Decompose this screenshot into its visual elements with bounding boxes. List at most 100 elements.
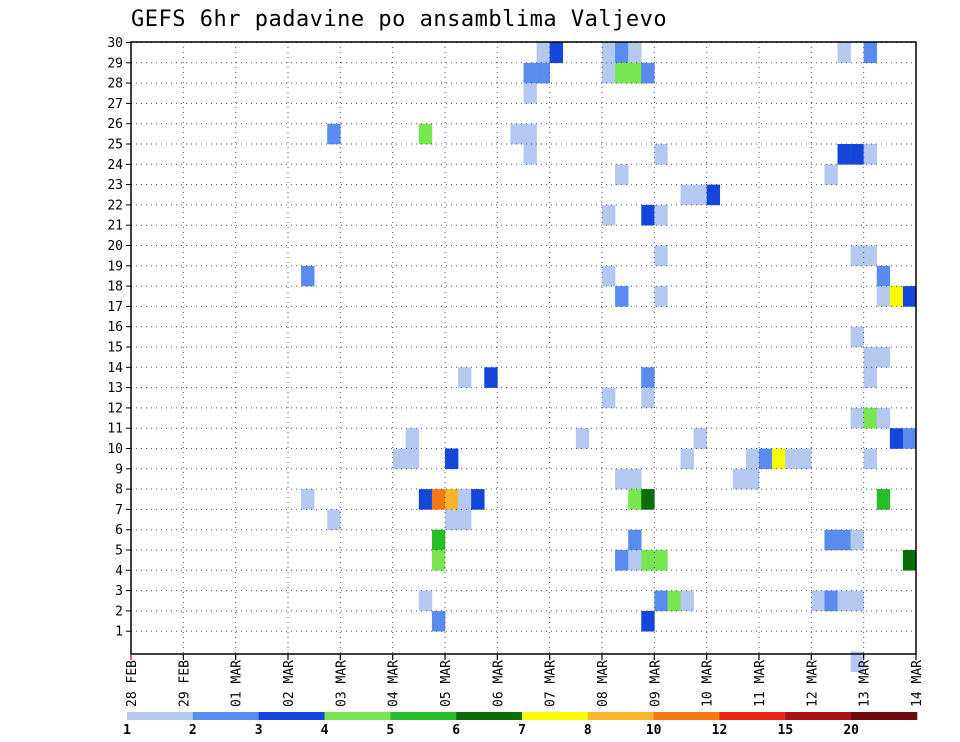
heatmap-cell [863, 144, 878, 165]
heatmap-cell [785, 448, 799, 470]
heatmap-cell [641, 387, 655, 409]
y-tick-label: 12 [107, 401, 123, 416]
y-tick-label: 11 [107, 422, 123, 437]
legend-label: 7 [518, 723, 526, 738]
heatmap-cell [523, 123, 537, 145]
heatmap-cell [628, 550, 642, 571]
heatmap-cell [602, 204, 616, 226]
heatmap-cell [628, 489, 642, 510]
heatmap-cell [641, 610, 655, 632]
heatmap-cell [667, 590, 681, 612]
legend-swatch [456, 712, 523, 720]
heatmap-cell [824, 590, 838, 612]
heatmap-cell [628, 42, 642, 64]
legend-swatch [324, 712, 391, 720]
legend-swatch [127, 712, 194, 720]
heatmap-cell [654, 144, 668, 165]
legend-label: 3 [255, 723, 263, 738]
chart-title: GEFS 6hr padavine po ansamblima Valjevo [131, 7, 667, 32]
heatmap-cell [850, 245, 864, 267]
heatmap-cell [523, 62, 537, 84]
legend-label: 10 [646, 723, 662, 738]
heatmap-cell [654, 550, 668, 571]
heatmap-cell [680, 590, 694, 612]
heatmap-cell [837, 144, 851, 165]
y-tick-label: 18 [107, 280, 123, 295]
heatmap-cell [628, 62, 642, 84]
x-tick-label: 14 MAR [910, 660, 925, 707]
heatmap-cell [458, 489, 472, 510]
heatmap-cell [615, 468, 629, 490]
x-tick-label: 06 MAR [491, 660, 506, 707]
heatmap-cell [654, 286, 668, 307]
y-tick-label: 7 [115, 503, 123, 518]
y-tick-label: 6 [115, 523, 123, 538]
heatmap-cell [575, 428, 590, 449]
heatmap-cell [536, 42, 550, 64]
heatmap-cell [602, 62, 616, 84]
heatmap-cell [510, 123, 524, 145]
heatmap-cell [536, 62, 550, 84]
heatmap-cell [641, 489, 655, 510]
heatmap-cell [837, 42, 851, 64]
heatmap-cell [902, 428, 917, 449]
y-tick-label: 14 [107, 361, 123, 376]
heatmap-cell [824, 164, 838, 185]
heatmap-cell [693, 428, 707, 449]
heatmap-cell [837, 590, 851, 612]
heatmap-cell [837, 529, 851, 551]
heatmap-cell [850, 407, 864, 429]
heatmap-cell [471, 489, 485, 510]
heatmap-cell [745, 448, 760, 470]
x-tick-label: 03 MAR [334, 660, 349, 707]
y-tick-label: 5 [115, 544, 123, 559]
heatmap-cell [628, 468, 642, 490]
legend-label: 4 [321, 723, 329, 738]
y-tick-label: 13 [107, 381, 123, 396]
y-tick-label: 24 [107, 158, 123, 173]
heatmap-cell [759, 448, 773, 470]
heatmap-cell [602, 387, 616, 409]
heatmap-cell [850, 651, 864, 673]
heatmap-cell [431, 529, 446, 551]
heatmap-cell [615, 164, 629, 185]
heatmap-cell [745, 468, 760, 490]
heatmap-cell [458, 367, 472, 388]
heatmap-cell [863, 42, 878, 64]
heatmap-cell [301, 265, 315, 287]
heatmap-cell [641, 367, 655, 388]
heatmap-cell [850, 144, 864, 165]
heatmap-cell [484, 367, 498, 388]
y-tick-label: 28 [107, 77, 123, 92]
legend-swatch [653, 712, 720, 720]
heatmap-cell [732, 468, 747, 490]
y-tick-label: 19 [107, 259, 123, 274]
legend-swatch [192, 712, 259, 720]
heatmap-cell [876, 347, 891, 368]
heatmap-cell [641, 62, 655, 84]
heatmap-cell [850, 529, 864, 551]
grid-lines [131, 42, 917, 654]
x-tick-label: 04 MAR [387, 660, 402, 707]
heatmap-cell [824, 529, 838, 551]
heatmap-cell [850, 326, 864, 348]
x-tick-label: 13 MAR [858, 660, 873, 707]
heatmap-cell [418, 590, 433, 612]
heatmap-cell [706, 184, 721, 206]
legend-swatch [587, 712, 654, 720]
legend-swatch [522, 712, 589, 720]
heatmap-cell [863, 448, 878, 470]
legend-swatch [719, 712, 786, 720]
legend-swatch [258, 712, 325, 720]
heatmap-cell [445, 448, 459, 470]
x-tick-label: 11 MAR [753, 660, 768, 707]
y-tick-label: 3 [115, 584, 123, 599]
legend-swatch [390, 712, 457, 720]
y-tick-label: 1 [115, 625, 123, 640]
heatmap-cell [693, 184, 707, 206]
heatmap-cell [863, 407, 878, 429]
heatmap-cell [327, 509, 341, 530]
heatmap-cell [863, 245, 878, 267]
y-tick-label: 27 [107, 97, 123, 112]
